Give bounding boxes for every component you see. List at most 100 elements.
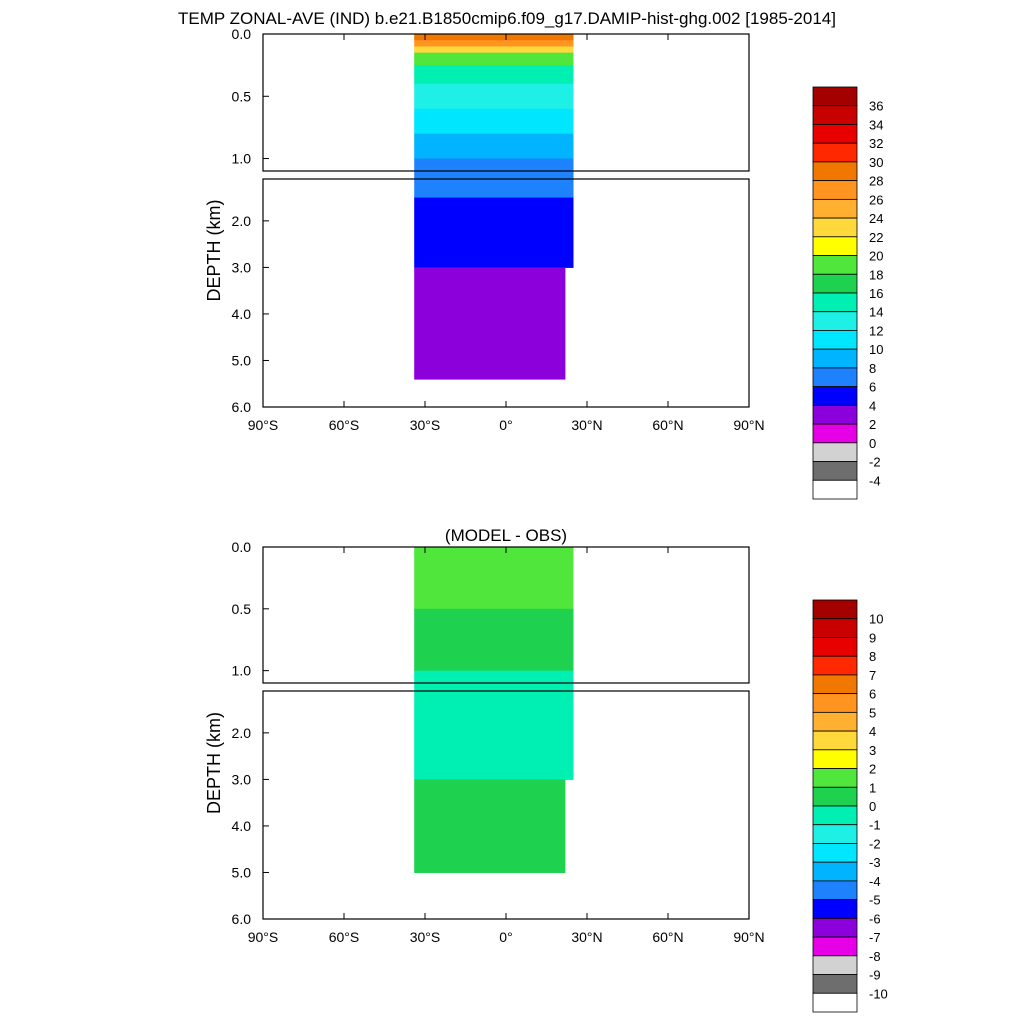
- colorbar-label: 1: [869, 780, 876, 795]
- colorbar-box: [812, 255, 858, 275]
- colorbar-box: [812, 786, 858, 807]
- colorbar-label: 16: [869, 286, 883, 301]
- colorbar-box: [812, 992, 858, 1013]
- colorbar-box: [812, 880, 858, 901]
- colorbar-label: 20: [869, 249, 883, 264]
- colorbar-label: 26: [869, 192, 883, 207]
- colorbar-box: [812, 618, 858, 638]
- colorbar-label: 24: [869, 211, 883, 226]
- colorbar-label: 7: [869, 668, 876, 683]
- colorbar-box: [812, 161, 858, 182]
- colorbar-box: [812, 105, 858, 125]
- colorbar-box: [812, 655, 858, 676]
- colorbar-label: 4: [869, 724, 876, 739]
- colorbar-label: 36: [869, 99, 883, 114]
- data-field: [414, 34, 574, 380]
- colorbar-label: 4: [869, 398, 876, 413]
- colorbar-box: [812, 749, 858, 769]
- figure-title: TEMP ZONAL-AVE (IND) b.e21.B1850cmip6.f0…: [178, 9, 836, 28]
- colorbar-box: [812, 955, 858, 975]
- y-tick-label: 0.5: [232, 601, 252, 617]
- x-tick-label: 90°S: [248, 929, 279, 945]
- colorbar-box: [812, 311, 858, 331]
- colorbar-box: [812, 693, 858, 713]
- x-tick-label: 60°S: [329, 929, 360, 945]
- colorbar-label: 34: [869, 117, 883, 132]
- x-tick-label: 60°N: [652, 417, 683, 433]
- x-tick-label: 30°S: [410, 929, 441, 945]
- colorbar-box: [812, 974, 858, 994]
- y-tick-label: 2.0: [232, 213, 252, 229]
- colorbar-label: -1: [869, 818, 881, 833]
- colorbar-label: 30: [869, 155, 883, 170]
- colorbar-label: 0: [869, 799, 876, 814]
- colorbar-label: 5: [869, 705, 876, 720]
- colorbar-box: [812, 824, 858, 844]
- colorbar-box: [812, 367, 858, 388]
- colorbar-label: -2: [869, 836, 881, 851]
- y-tick-label: 3.0: [232, 259, 252, 275]
- data-band: [414, 108, 574, 135]
- panel-title: (MODEL - OBS): [445, 526, 567, 545]
- colorbar-label: 32: [869, 136, 883, 151]
- colorbar-label: -10: [869, 986, 888, 1001]
- colorbar-label: 2: [869, 417, 876, 432]
- colorbar-label: 14: [869, 305, 883, 320]
- y-tick-label: 0.5: [232, 88, 252, 104]
- x-tick-label: 0°: [499, 417, 512, 433]
- colorbar-box: [812, 142, 858, 163]
- colorbar-box: [812, 479, 858, 500]
- x-tick-label: 30°S: [410, 417, 441, 433]
- data-band: [414, 65, 574, 85]
- colorbar-label: 18: [869, 267, 883, 282]
- colorbar-box: [812, 461, 858, 481]
- data-band: [414, 571, 574, 610]
- data-band: [414, 46, 574, 54]
- data-band: [414, 197, 574, 268]
- y-tick-label: 1.0: [232, 663, 252, 679]
- x-tick-label: 60°N: [652, 929, 683, 945]
- colorbar-box: [812, 180, 858, 200]
- colorbar-box: [812, 674, 858, 695]
- colorbar-box: [812, 198, 858, 219]
- data-band: [414, 670, 574, 734]
- colorbar-box: [812, 768, 858, 788]
- colorbar-box: [812, 711, 858, 732]
- data-band: [414, 34, 574, 41]
- colorbar-label: 6: [869, 380, 876, 395]
- colorbar-box: [812, 599, 858, 620]
- data-band: [414, 732, 574, 780]
- colorbar-box: [812, 236, 858, 256]
- data-band: [414, 83, 574, 110]
- y-axis-label: DEPTH (km): [204, 200, 224, 302]
- colorbar-box: [812, 637, 858, 657]
- y-tick-label: 3.0: [232, 771, 252, 787]
- colorbar-label: 3: [869, 743, 876, 758]
- colorbar-label: -7: [869, 930, 881, 945]
- data-band: [414, 779, 566, 873]
- colorbar-box: [812, 386, 858, 406]
- y-tick-label: 5.0: [232, 864, 252, 880]
- y-tick-label: 4.0: [232, 306, 252, 322]
- data-band: [414, 40, 574, 47]
- colorbar-label: 0: [869, 436, 876, 451]
- colorbar-box: [812, 273, 858, 294]
- colorbar-label: -4: [869, 473, 881, 488]
- colorbar-label: -9: [869, 968, 881, 983]
- y-axis-label: DEPTH (km): [204, 712, 224, 814]
- colorbar-box: [812, 917, 858, 938]
- x-tick-label: 60°S: [329, 417, 360, 433]
- colorbar-label: 9: [869, 630, 876, 645]
- colorbar-label: 22: [869, 230, 883, 245]
- x-tick-label: 90°S: [248, 417, 279, 433]
- colorbar-label: 8: [869, 361, 876, 376]
- colorbar-box: [812, 404, 858, 425]
- colorbar-label: -3: [869, 855, 881, 870]
- colorbar-label: 12: [869, 323, 883, 338]
- panel-top: 0.0 0.5 1.0 2.0 3.0 4.0 5.0 6.0 90°S 60°S 30°S 0° 30…: [204, 26, 883, 500]
- colorbar-label: 10: [869, 612, 883, 627]
- colorbar-label: -2: [869, 455, 881, 470]
- data-band: [414, 158, 574, 199]
